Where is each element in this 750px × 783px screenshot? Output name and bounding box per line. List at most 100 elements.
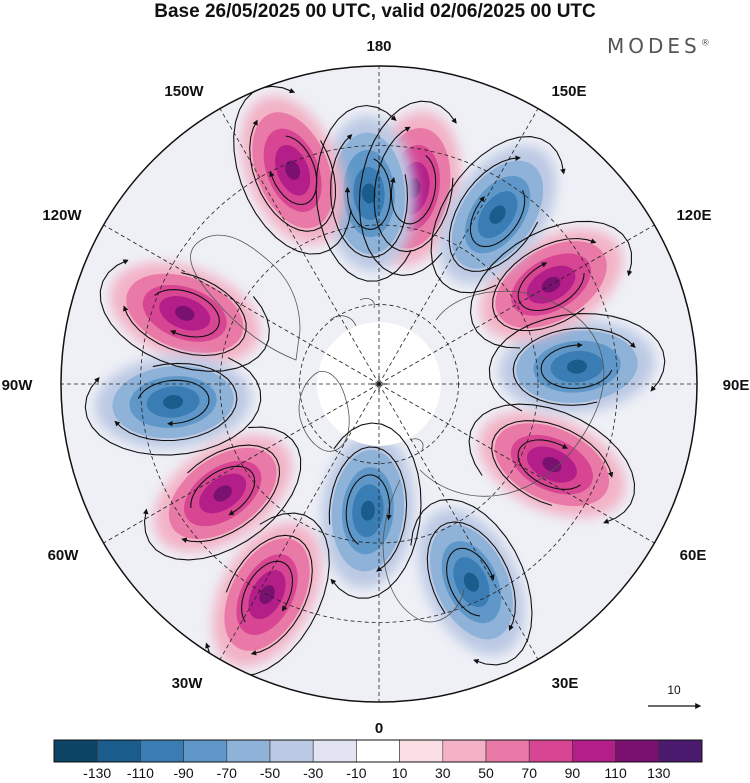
reference-vector-label: 10 xyxy=(667,683,681,697)
lon-label-90E: 90E xyxy=(723,377,750,394)
modes-logo-text: MODES xyxy=(607,34,701,58)
modes-logo: MODES® xyxy=(607,34,710,58)
registered-mark: ® xyxy=(700,38,710,49)
colorbar-swatch xyxy=(140,739,184,763)
anomaly-core xyxy=(175,305,195,321)
streamline xyxy=(430,136,566,294)
meridian-line xyxy=(378,108,539,385)
lon-label-150E: 150E xyxy=(551,83,586,100)
colorbar-label: 30 xyxy=(435,765,451,781)
colorbar-swatch xyxy=(96,739,141,763)
anomaly-core xyxy=(542,457,562,473)
streamline xyxy=(137,379,210,427)
anomaly-core xyxy=(362,183,377,204)
streamline xyxy=(468,403,636,524)
latitude-circle xyxy=(219,224,539,544)
streamline xyxy=(512,327,636,406)
anomaly-core xyxy=(163,394,184,410)
colorbar-label: 130 xyxy=(647,765,671,781)
anomaly-core xyxy=(463,572,480,592)
colorbar-swatch xyxy=(485,739,530,763)
wind-streamlines xyxy=(84,85,666,677)
greenland-coast xyxy=(298,371,350,452)
anomaly-core xyxy=(360,500,375,521)
streamline xyxy=(99,259,270,372)
streamline xyxy=(488,313,666,412)
arctic-islands xyxy=(329,298,424,451)
colorbar-swatch xyxy=(615,739,660,763)
streamline xyxy=(241,560,294,623)
streamline xyxy=(446,547,495,617)
streamline xyxy=(373,126,454,253)
colorbar-swatch xyxy=(53,739,98,763)
streamline xyxy=(142,426,302,561)
colorbar-labels: -130 -110 -90 -70 -50 -30 -10 10 30 50 70 90 110 130 xyxy=(83,765,671,781)
colorbar-swatch xyxy=(183,739,228,763)
north-america-coast xyxy=(190,234,301,361)
lon-label-30W: 30W xyxy=(172,675,204,692)
lon-label-60W: 60W xyxy=(48,547,80,564)
streamline xyxy=(358,100,457,276)
colorbar-swatch xyxy=(269,739,314,763)
colorbar-label: -30 xyxy=(303,765,323,781)
meridian-line xyxy=(219,108,380,385)
streamline xyxy=(114,362,238,442)
map-border xyxy=(60,65,698,703)
colorbar-frame xyxy=(53,739,703,763)
coastlines xyxy=(190,234,605,623)
streamline xyxy=(426,521,516,631)
anomaly-siberia-low xyxy=(499,320,655,414)
streamline xyxy=(154,289,220,338)
streamline xyxy=(84,357,262,456)
streamline xyxy=(249,119,336,232)
colorbar-swatch xyxy=(658,739,703,763)
streamline xyxy=(344,158,392,230)
colorbar-swatch xyxy=(226,739,271,763)
colorbar-swatch xyxy=(312,739,357,763)
colorbar-swatches xyxy=(53,739,703,763)
colorbar-label: 50 xyxy=(478,765,494,781)
streamline xyxy=(410,498,533,666)
colorbar-swatch xyxy=(572,739,616,763)
streamline xyxy=(190,465,256,516)
streamline xyxy=(123,272,247,357)
anomaly-core xyxy=(285,160,301,180)
lon-label-120E: 120E xyxy=(676,207,711,224)
streamline xyxy=(448,155,539,272)
streamline xyxy=(517,262,585,312)
meridian-line xyxy=(378,383,655,544)
anomaly-north-pacific-low-east xyxy=(322,115,416,272)
streamline xyxy=(540,342,613,389)
anomaly-mediterranean-low xyxy=(418,508,525,656)
anomaly-core xyxy=(567,359,587,374)
meridian-line xyxy=(378,383,539,660)
lon-label-180: 180 xyxy=(366,38,391,55)
anomaly-canada-low xyxy=(95,355,251,449)
anomaly-north-america-high xyxy=(109,262,260,365)
lon-label-90W: 90W xyxy=(2,377,34,394)
streamline xyxy=(328,446,408,572)
streamline xyxy=(491,420,614,506)
colorbar-label: 90 xyxy=(565,765,581,781)
lon-label-150W: 150W xyxy=(164,83,204,100)
streamline xyxy=(181,444,281,543)
streamline xyxy=(390,155,437,225)
pole-marker xyxy=(371,376,387,392)
colorbar-label: -90 xyxy=(173,765,193,781)
colorbar-label: -130 xyxy=(83,765,111,781)
map-title: Base 26/05/2025 00 UTC, valid 02/06/2025… xyxy=(154,1,596,22)
lon-label-0: 0 xyxy=(375,720,383,737)
anomaly-core xyxy=(213,485,232,502)
reference-vector: 10 xyxy=(648,683,702,709)
colorbar-label: -50 xyxy=(260,765,280,781)
meridian-line xyxy=(103,383,380,544)
colorbar-swatch xyxy=(442,739,487,763)
streamline xyxy=(225,534,313,656)
colorbar-label: 70 xyxy=(521,765,537,781)
lon-label-60E: 60E xyxy=(680,547,707,564)
colorbar-label: -70 xyxy=(217,765,237,781)
meridian-line xyxy=(103,224,380,385)
streamline xyxy=(345,474,392,545)
colorbar-swatch xyxy=(399,739,444,763)
